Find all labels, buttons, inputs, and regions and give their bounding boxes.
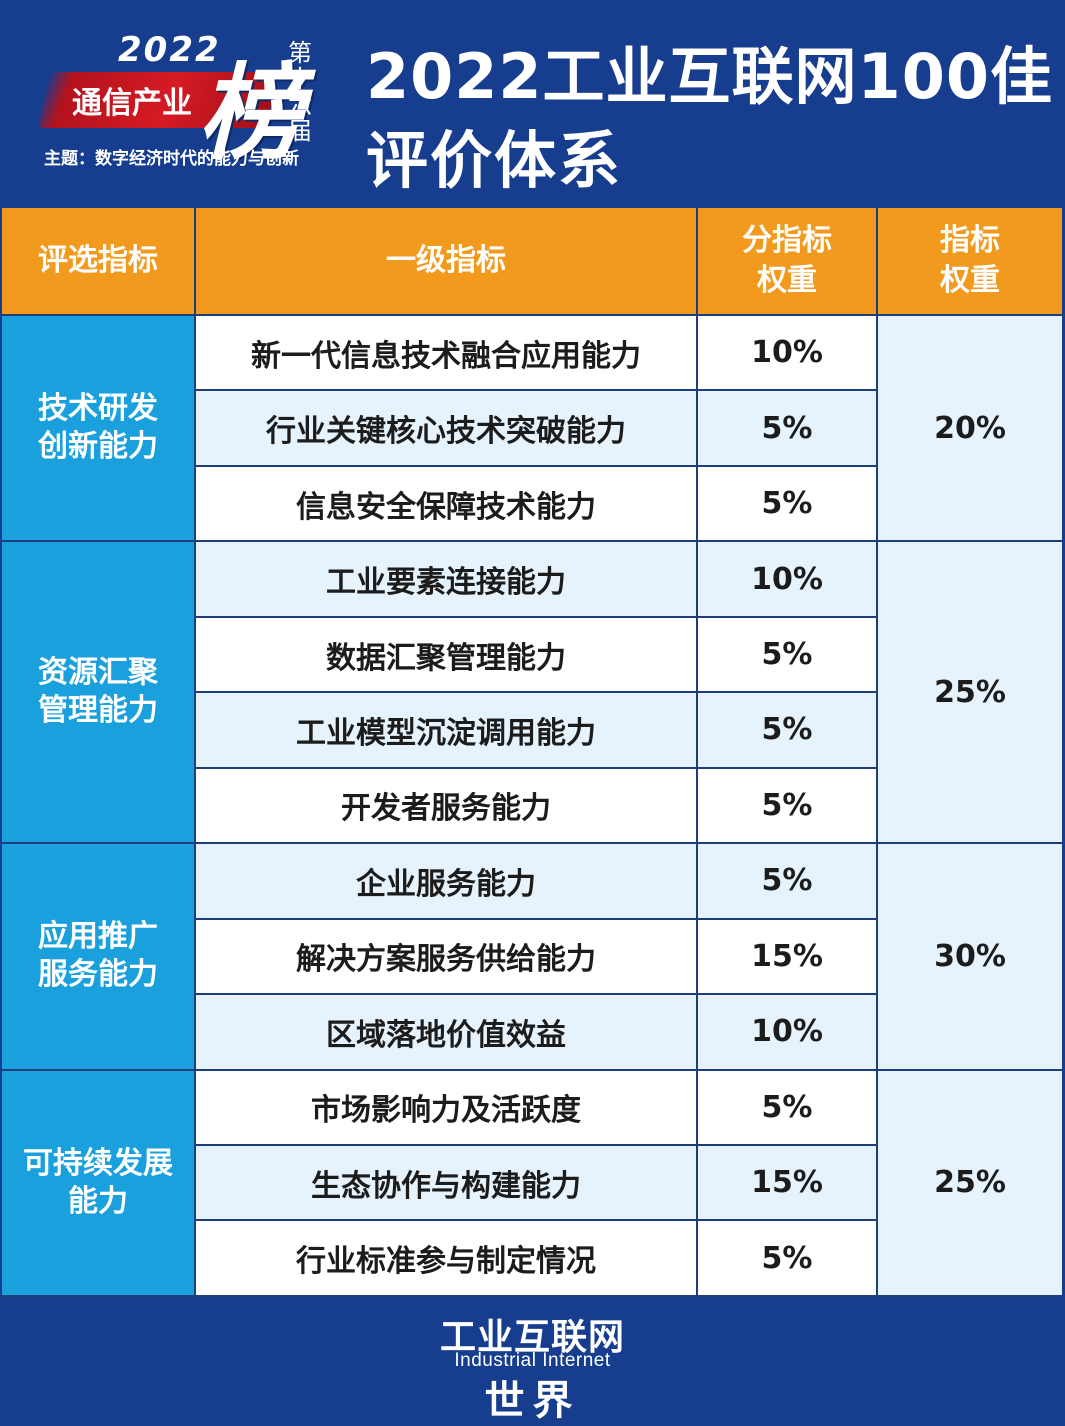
indicator-weight: 5% [698, 768, 878, 845]
indicator-weight: 5% [698, 693, 878, 769]
indicator-weight: 5% [698, 466, 878, 543]
indicator-name: 数据汇聚管理能力 [196, 617, 698, 694]
footer-brand-en: Industrial Internet [454, 1350, 611, 1371]
logo-bang-glyph: 榜 [198, 51, 303, 174]
logo-industry: 通信产业 [72, 86, 192, 121]
indicator-name: 信息安全保障技术能力 [196, 466, 698, 543]
logo-edition: 第十六届 [288, 39, 312, 145]
column-header-category: 评选指标 [2, 208, 196, 316]
evaluation-table: 评选指标 一级指标 分指标 权重 指标 权重 技术研发 创新能力 新一代信息技术融… [2, 208, 1062, 1297]
indicator-name: 市场影响力及活跃度 [196, 1070, 698, 1146]
category-weight: 20% [878, 316, 1062, 543]
header: 2022 通信产业 榜 第十六届 主题：数字经济时代的能力与创新 2022工业互… [0, 0, 1065, 208]
category-cell: 资源汇聚 管理能力 [2, 542, 196, 845]
indicator-weight: 10% [698, 995, 878, 1071]
category-cell: 技术研发 创新能力 [2, 316, 196, 543]
category-weight: 30% [878, 844, 1062, 1071]
column-header-indicator: 一级指标 [196, 208, 698, 316]
page-title-line1: 2022工业互联网100佳 [366, 40, 1053, 113]
column-header-sub-weight: 分指标 权重 [698, 208, 878, 316]
indicator-name: 工业要素连接能力 [196, 542, 698, 618]
indicator-name: 新一代信息技术融合应用能力 [196, 316, 698, 392]
indicator-name: 生态协作与构建能力 [196, 1145, 698, 1222]
indicator-name: 工业模型沉淀调用能力 [196, 693, 698, 769]
indicator-name: 行业标准参与制定情况 [196, 1221, 698, 1297]
indicator-name: 行业关键核心技术突破能力 [196, 391, 698, 467]
indicator-weight: 5% [698, 1070, 878, 1146]
indicator-weight: 15% [698, 1145, 878, 1222]
footer: 工业互联网 Industrial Internet 世界 [0, 1296, 1065, 1424]
indicator-name: 开发者服务能力 [196, 768, 698, 845]
indicator-weight: 10% [698, 542, 878, 618]
category-cell: 应用推广 服务能力 [2, 844, 196, 1071]
category-cell: 可持续发展 能力 [2, 1070, 196, 1297]
footer-brand-world: 世界 [484, 1378, 581, 1424]
indicator-weight: 15% [698, 919, 878, 996]
column-header-weight: 指标 权重 [878, 208, 1062, 316]
category-weight: 25% [878, 542, 1062, 845]
indicator-weight: 5% [698, 1221, 878, 1297]
indicator-name: 区域落地价值效益 [196, 995, 698, 1071]
indicator-weight: 5% [698, 844, 878, 920]
indicator-weight: 5% [698, 617, 878, 694]
category-weight: 25% [878, 1070, 1062, 1297]
indicator-name: 解决方案服务供给能力 [196, 919, 698, 996]
indicator-weight: 5% [698, 391, 878, 467]
indicator-name: 企业服务能力 [196, 844, 698, 920]
logo-year: 2022 [118, 30, 221, 70]
indicator-weight: 10% [698, 316, 878, 392]
footer-brand-cn: 工业互联网 [439, 1317, 625, 1358]
logo-theme: 主题：数字经济时代的能力与创新 [44, 149, 299, 169]
page-title-line2: 评价体系 [366, 124, 623, 197]
